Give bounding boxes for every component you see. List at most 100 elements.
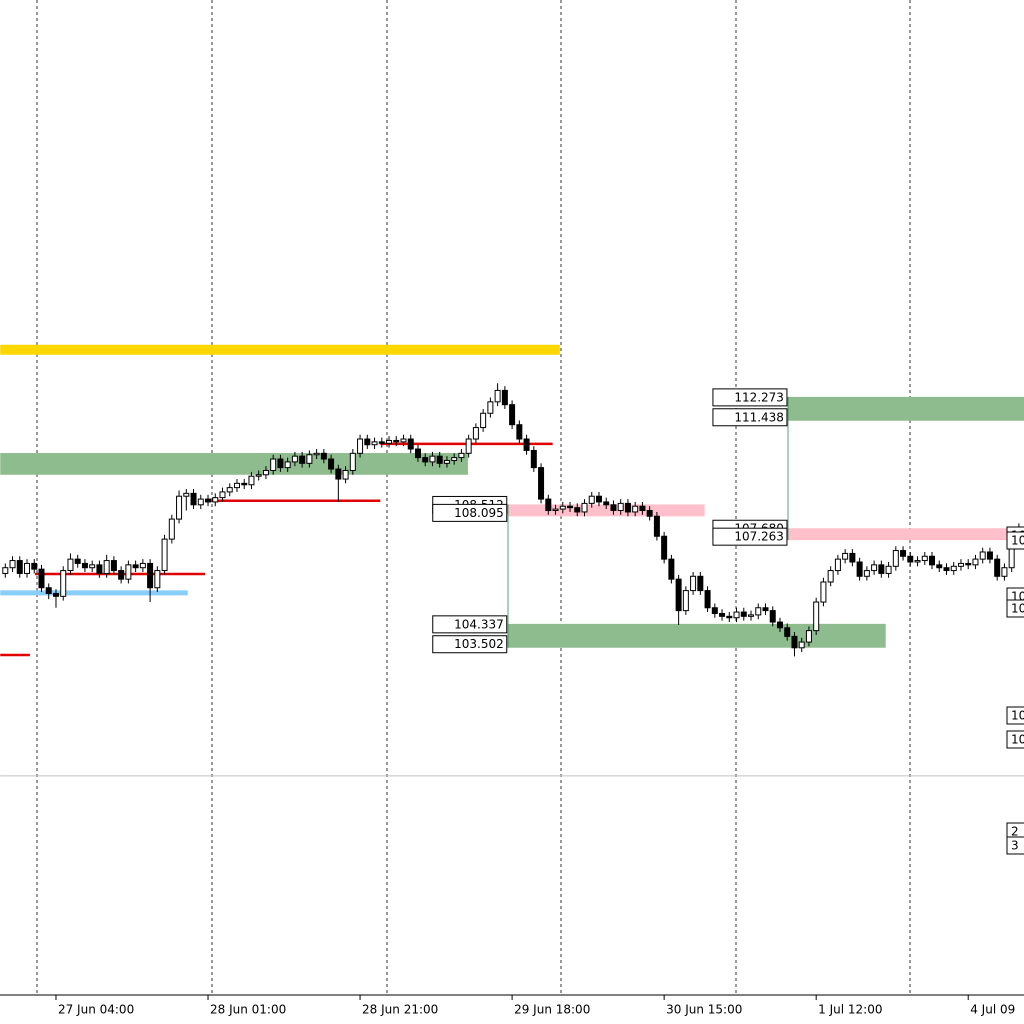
candle xyxy=(436,451,443,468)
candle-body xyxy=(241,482,248,486)
candle-body xyxy=(603,501,610,506)
candle-body xyxy=(892,550,899,567)
candle xyxy=(530,446,537,472)
candle-body xyxy=(914,560,921,563)
candle-body xyxy=(523,438,530,451)
candle-body xyxy=(900,550,907,557)
candle xyxy=(328,454,335,474)
x-tick-label: 29 Jun 18:00 xyxy=(514,1003,590,1017)
candle xyxy=(632,501,639,517)
candle-body xyxy=(400,438,407,443)
x-tick-label: 1 Jul 12:00 xyxy=(818,1003,882,1017)
candle xyxy=(646,506,653,521)
candle xyxy=(16,556,23,578)
candle-body xyxy=(125,564,132,580)
candle xyxy=(45,583,52,600)
candle xyxy=(414,444,421,462)
candle xyxy=(668,554,675,584)
candle xyxy=(386,436,393,448)
candle-body xyxy=(110,560,117,572)
candle xyxy=(270,454,277,475)
candle-body xyxy=(639,505,646,512)
candle xyxy=(335,464,342,502)
candle xyxy=(472,423,479,444)
candle xyxy=(147,559,154,603)
candle-body xyxy=(610,504,617,512)
candle-body xyxy=(386,439,393,444)
candle-body xyxy=(965,562,972,566)
candle xyxy=(574,503,581,517)
price-label-box xyxy=(432,503,508,522)
candle xyxy=(197,494,204,510)
candle-body xyxy=(168,518,175,540)
candle xyxy=(682,586,689,615)
price-label: 10 xyxy=(1011,733,1024,747)
candle xyxy=(965,559,972,570)
candle-body xyxy=(313,452,320,456)
candle-body xyxy=(567,505,574,509)
candle-body xyxy=(834,558,841,572)
candle-body xyxy=(414,448,421,459)
candle xyxy=(798,637,805,653)
candle-body xyxy=(595,495,602,503)
price-label: 108.095 xyxy=(454,506,504,520)
candle-body xyxy=(335,468,342,480)
candle-body xyxy=(248,475,255,486)
zone xyxy=(507,623,886,648)
candle xyxy=(378,437,385,448)
candle-body xyxy=(277,458,284,469)
candle-body xyxy=(24,562,31,574)
candle-body xyxy=(16,560,23,574)
candle xyxy=(81,559,88,573)
price-label: 10 xyxy=(1011,602,1024,616)
candle-body xyxy=(9,560,16,569)
candle-body xyxy=(646,510,653,517)
candle xyxy=(943,563,950,575)
candle xyxy=(103,554,110,578)
candle-body xyxy=(132,564,139,569)
candle-body xyxy=(371,441,378,446)
candle xyxy=(733,607,740,623)
candle xyxy=(248,471,255,490)
candle-body xyxy=(574,507,581,513)
candle xyxy=(465,434,472,458)
candle-body xyxy=(429,455,436,463)
candle-body xyxy=(393,439,400,443)
candle xyxy=(748,610,755,621)
candle-body xyxy=(704,590,711,609)
candle-body xyxy=(1001,567,1008,577)
candle xyxy=(125,560,132,584)
candle xyxy=(320,449,327,464)
candle-body xyxy=(67,558,74,572)
candle xyxy=(820,577,827,607)
candle xyxy=(429,451,436,467)
candle-body xyxy=(813,601,820,632)
candle xyxy=(661,531,668,564)
price-label: 10 xyxy=(1011,534,1024,548)
candle xyxy=(212,493,219,507)
price-label-box xyxy=(1006,836,1024,855)
candle-body xyxy=(762,607,769,612)
candle xyxy=(834,554,841,575)
candle-body xyxy=(299,455,306,464)
candle-body xyxy=(719,612,726,617)
candle-body xyxy=(632,505,639,513)
candle-body xyxy=(270,458,277,471)
candle xyxy=(458,449,465,462)
candle xyxy=(494,383,501,407)
candle xyxy=(907,551,914,567)
candle-body xyxy=(38,568,45,589)
candle xyxy=(262,466,269,480)
x-tick-label: 28 Jun 01:00 xyxy=(210,1003,286,1017)
candle-body xyxy=(798,641,805,649)
price-label-box xyxy=(712,408,788,427)
candle-body xyxy=(682,590,689,612)
candle-body xyxy=(501,389,508,406)
candle xyxy=(624,499,631,517)
candle xyxy=(545,494,552,515)
candle xyxy=(205,494,212,507)
price-label: 3 xyxy=(1011,839,1019,853)
candle xyxy=(364,434,371,450)
candle-body xyxy=(205,498,212,503)
candle-body xyxy=(2,567,9,574)
